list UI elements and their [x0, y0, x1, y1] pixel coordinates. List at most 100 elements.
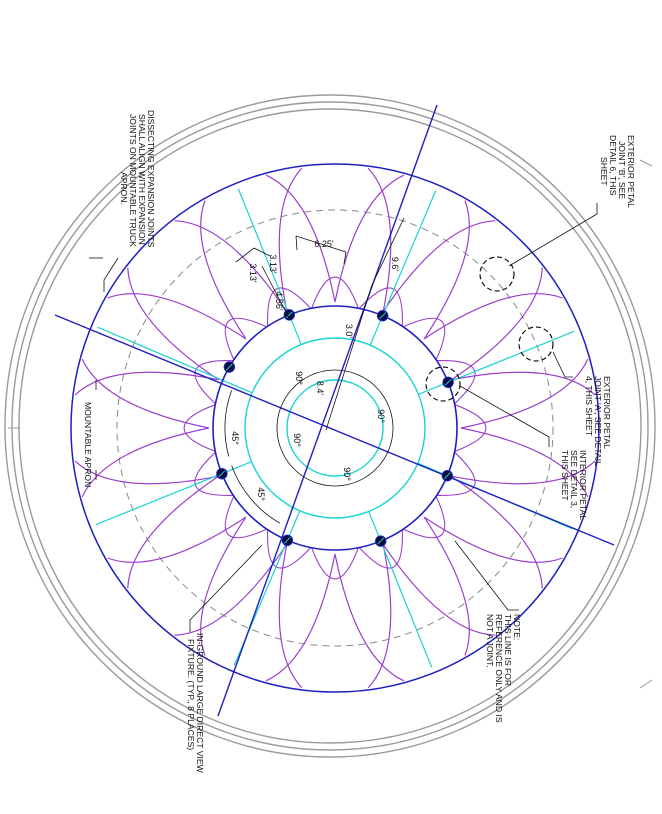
inner-circle [244, 337, 426, 519]
inner-scallop [194, 360, 234, 405]
petal-outline [107, 516, 247, 656]
inner-scallop [358, 529, 403, 569]
joint-line [95, 461, 252, 526]
dim-inner-radius: 8.4' [315, 381, 325, 396]
reference-circle [116, 209, 554, 647]
joint-line [418, 330, 575, 395]
angle-arc [231, 465, 281, 524]
callout-fixture: IN-GROUND LARGE DIRECT VIEW FIXTURE. (TY… [186, 633, 205, 774]
callout-line: SHEET [599, 157, 609, 186]
dim-petal-a: 4.56' [274, 291, 284, 311]
callout-line: SHALL ALIGN WITH EXPANSION [137, 114, 147, 245]
angle-arc [280, 369, 355, 409]
inner-scallop [267, 529, 312, 569]
detail-circles [425, 256, 554, 402]
apron-ring [11, 101, 649, 751]
detail-circle [518, 326, 554, 362]
dimension-line [295, 235, 298, 251]
dimension-marks [224, 217, 405, 524]
center-circle [286, 379, 384, 477]
joint-line [97, 326, 253, 394]
angle-label-4: 90° [342, 467, 352, 481]
callout-exterior-petal-a: EXTERIOR PETAL JOINT 'A', SEE DETAIL 4, … [584, 376, 612, 466]
petal-outline [423, 516, 563, 656]
fixture-joint [444, 378, 452, 386]
leader-line [454, 540, 519, 611]
inner-scallop [402, 317, 446, 361]
inner-scallop [224, 317, 268, 361]
callout-line: 4, THIS SHEET [584, 376, 594, 437]
callout-line: IN-GROUND LARGE DIRECT VIEW [195, 633, 205, 774]
callout-line: THIS LINE IS FOR [503, 614, 513, 686]
dimension-line [295, 235, 347, 253]
apron-label-text: MOUNTABLE APRON [83, 402, 93, 487]
inner-scallop [224, 495, 268, 539]
angle-label-1: 90° [294, 371, 304, 385]
inner-scallop [311, 276, 359, 309]
callout-line: REFERENCE ONLY AND IS [494, 614, 504, 723]
fixture-joint [285, 311, 293, 319]
inner-scallop [183, 404, 216, 452]
dimension-line [371, 217, 405, 286]
inner-scallop [402, 495, 446, 539]
inner-scallop [454, 404, 487, 452]
fixture-joint [218, 470, 226, 478]
callout-exterior-petal-b: EXTERIOR PETAL JOINT 'B', SEE DETAIL 6, … [599, 135, 636, 208]
dissecting-line [217, 104, 438, 717]
angle-arc [354, 373, 394, 448]
angle-arc [315, 447, 390, 487]
dim-mid-radius: 3.0' [344, 324, 354, 339]
angle-label-6: 45° [256, 487, 266, 501]
inner-scallop [358, 287, 403, 327]
fixture-joint [379, 312, 387, 320]
callout-line: JOINT 'B', SEE [617, 141, 627, 199]
leader-line [508, 203, 598, 267]
callout-reference-note: NOTE: THIS LINE IS FOR REFERENCE ONLY AN… [485, 614, 522, 723]
fixture-markers [216, 309, 454, 547]
dimension-line [343, 251, 347, 265]
leader-lines [89, 203, 598, 632]
fixture-joint [225, 363, 233, 371]
inner-scallop [436, 451, 476, 496]
callout-line: DISSECTING EXPANSION JOINTS [146, 110, 156, 248]
angle-label-5: 45° [230, 431, 240, 445]
structure-lines [54, 104, 615, 717]
middle-circle [212, 305, 458, 551]
angle-arc [276, 408, 316, 483]
callout-line: THIS SHEET [560, 450, 570, 501]
inner-scallop [436, 360, 476, 405]
petal-outline [460, 358, 589, 498]
apron-ring [18, 108, 642, 744]
dimension-line [261, 265, 291, 321]
fixture-joint [283, 536, 291, 544]
mountable-apron-rings [4, 94, 656, 758]
callout-line: NOTE: [512, 614, 522, 640]
petal-outline [107, 200, 247, 340]
angle-label-2: 90° [376, 409, 386, 423]
leader-line [189, 544, 263, 632]
callout-line: SEE DETAIL 3, [569, 450, 579, 508]
apron-label: MOUNTABLE APRON [83, 402, 93, 487]
dim-width-top: 6.25' [314, 239, 334, 249]
inner-scallop [267, 287, 312, 327]
inner-scallop [311, 547, 359, 580]
angle-label-3: 90° [292, 433, 302, 447]
callout-line: FIXTURE. (TYP., 8 PLACES) [186, 639, 196, 750]
detail-circle [479, 256, 515, 292]
outer-circle [70, 163, 600, 693]
dimension-line [235, 247, 255, 263]
petal-outline [74, 267, 219, 396]
petal-pattern [74, 167, 596, 689]
leader-line [459, 385, 550, 447]
apron-tick [639, 159, 653, 167]
joint-line [368, 511, 433, 668]
dimension-line [253, 247, 271, 257]
petal-outline [423, 200, 563, 340]
leader-line [103, 257, 119, 292]
callout-line: NOT A JOINT. [485, 614, 495, 668]
apron-tick [639, 679, 653, 689]
angle-arc [224, 390, 233, 457]
callout-dissecting-joints: DISSECTING EXPANSION JOINTS SHALL ALIGN … [119, 110, 156, 248]
callout-line: INTERIOR PETAL [578, 450, 588, 520]
